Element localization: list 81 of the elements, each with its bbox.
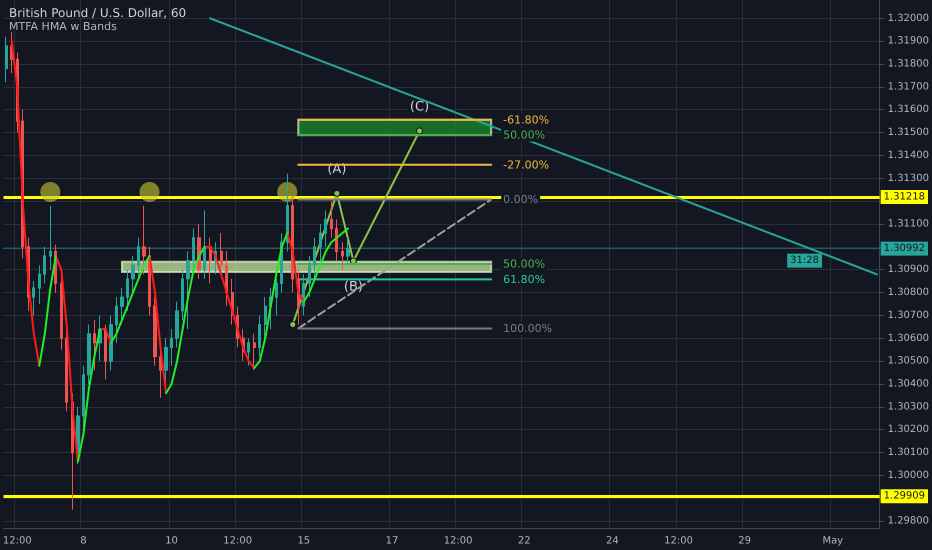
candlestick xyxy=(181,269,184,320)
x-tick-label: 24 xyxy=(606,536,619,546)
point xyxy=(333,190,340,197)
candlestick xyxy=(258,314,261,358)
x-tick-label: 17 xyxy=(386,536,398,546)
candlestick xyxy=(93,320,96,371)
point xyxy=(416,127,424,134)
y-tick-label: 1.31100 xyxy=(888,218,930,230)
candlestick xyxy=(32,280,35,316)
y-tick-label: 1.31300 xyxy=(888,172,930,184)
ref-line-label: 1.29909 xyxy=(884,490,926,502)
series-label: 50.00% xyxy=(503,258,546,270)
text: British Pound / U.S. Dollar, 60 xyxy=(9,6,186,20)
y-tick-label: 1.31600 xyxy=(888,104,930,116)
candlestick xyxy=(330,200,333,238)
x-tick-label: 8 xyxy=(80,536,87,546)
text: MTFA HMA w Bands xyxy=(9,20,118,33)
series-label: 0.00% xyxy=(503,193,538,206)
candlestick xyxy=(87,324,91,384)
point xyxy=(140,182,160,202)
series-label: -61.80% xyxy=(503,113,550,126)
candlestick xyxy=(175,301,179,348)
annotation: (C) xyxy=(410,99,430,114)
y-tick-label: 1.30400 xyxy=(888,378,930,390)
candlestick xyxy=(153,296,157,366)
candlestick xyxy=(209,237,212,284)
candlestick xyxy=(253,333,256,371)
y-tick-label: 1.31400 xyxy=(888,150,930,161)
candlestick xyxy=(275,278,278,316)
y-tick-label: 1.30700 xyxy=(888,310,930,321)
y-tick-label: 1.30100 xyxy=(888,447,930,458)
candlestick xyxy=(164,338,168,384)
candlestick xyxy=(120,288,124,326)
y-tick-label: 1.30600 xyxy=(888,332,930,344)
series-label: 50.00% xyxy=(503,128,546,142)
x-tick-label: May xyxy=(822,536,844,546)
x-tick-label: 12:00 xyxy=(2,536,32,546)
ref-line-label: 1.30992 xyxy=(884,243,926,254)
y-tick-label: 1.30500 xyxy=(888,356,930,367)
series-label: -27.00% xyxy=(503,158,550,172)
point xyxy=(277,182,298,202)
point xyxy=(40,182,60,202)
series-label: 61.80% xyxy=(503,272,546,286)
candlestick xyxy=(220,232,223,270)
y-tick-label: 1.31700 xyxy=(888,81,930,92)
candlestick xyxy=(142,205,146,275)
annotation: 31:28 xyxy=(790,255,820,266)
y-tick-label: 1.30800 xyxy=(888,287,930,298)
candlestick xyxy=(115,296,118,344)
y-tick-label: 1.32000 xyxy=(888,12,930,24)
candlestick xyxy=(5,36,8,83)
candlestick xyxy=(308,256,311,298)
candlestick xyxy=(104,324,107,380)
series-label: 100.00% xyxy=(503,322,552,335)
x-tick-label: 12:00 xyxy=(444,536,473,546)
x-tick-label: 12:00 xyxy=(664,536,693,546)
x-tick-label: 22 xyxy=(518,536,531,546)
candlestick xyxy=(131,256,135,294)
candlestick xyxy=(38,264,41,304)
candlestick xyxy=(264,296,267,339)
y-tick-label: 1.31500 xyxy=(888,127,930,138)
candlestick xyxy=(126,269,129,312)
ref-line-label: 1.31218 xyxy=(884,192,926,203)
x-tick-label: 10 xyxy=(165,536,178,546)
y-tick-label: 1.29800 xyxy=(888,516,930,527)
x-tick-label: 12:00 xyxy=(223,536,252,546)
y-tick-label: 1.30200 xyxy=(888,424,930,436)
point xyxy=(289,321,296,328)
candlestick xyxy=(170,328,173,366)
y-tick-label: 1.31900 xyxy=(888,36,930,47)
candlestick xyxy=(341,242,344,270)
candlestick xyxy=(247,338,250,366)
x-tick-label: 29 xyxy=(738,536,752,546)
candlestick xyxy=(335,218,338,262)
x-tick-label: 15 xyxy=(297,536,310,546)
y-tick-label: 1.30000 xyxy=(888,470,930,481)
y-tick-label: 1.31800 xyxy=(888,58,930,70)
y-tick-label: 1.30900 xyxy=(888,264,930,276)
y-tick-label: 1.30300 xyxy=(888,401,930,412)
candlestick xyxy=(186,250,190,330)
candlestick xyxy=(225,250,228,307)
